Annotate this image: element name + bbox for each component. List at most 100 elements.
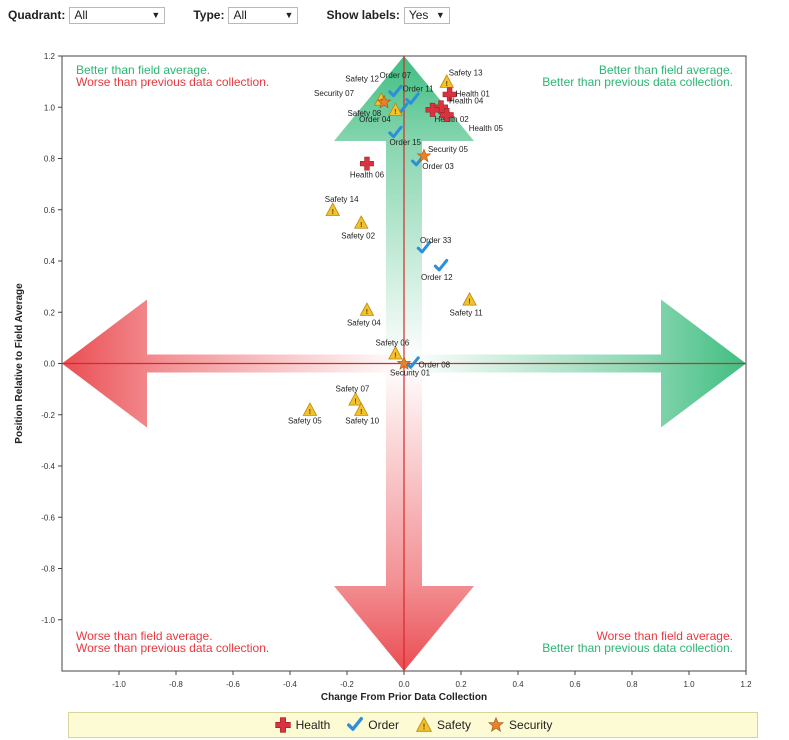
point-label: Order 07: [379, 71, 411, 80]
quadrant-top-right-line2: Better than previous data collection.: [542, 75, 733, 89]
quadrant-select[interactable]: All ▼: [69, 6, 166, 24]
point-order[interactable]: [416, 240, 432, 254]
point-health[interactable]: [360, 156, 374, 171]
y-tick-label: -0.4: [41, 462, 55, 471]
quadrant-top-left-line1: Better than field average.: [76, 63, 210, 77]
point-health[interactable]: [425, 102, 440, 117]
x-axis-label: Change From Prior Data Collection: [321, 692, 487, 703]
svg-text:!: !: [360, 407, 363, 416]
point-label: Health 01: [456, 89, 491, 98]
y-tick-label: 0.2: [44, 308, 56, 317]
point-label: Safety 12: [345, 75, 379, 84]
x-tick-label: -0.6: [226, 680, 240, 689]
point-health[interactable]: [442, 87, 457, 102]
y-tick-label: 1.0: [44, 103, 56, 112]
chart-legend: Health Order! Safety Security: [68, 712, 758, 738]
point-label: Safety 14: [325, 195, 359, 204]
svg-text:!: !: [445, 79, 448, 88]
y-tick-label: 0.8: [44, 155, 56, 164]
svg-text:!: !: [354, 397, 357, 406]
point-order[interactable]: [405, 92, 420, 105]
point-label: Health 06: [350, 171, 385, 180]
point-label: Safety 04: [347, 319, 381, 328]
legend-label: Security: [509, 718, 553, 732]
y-axis-label: Position Relative to Field Average: [14, 283, 25, 444]
svg-text:!: !: [360, 220, 363, 229]
point-safety[interactable]: !: [359, 302, 375, 316]
point-label: Safety 02: [341, 232, 375, 241]
point-safety[interactable]: !: [439, 74, 455, 88]
x-tick-label: -0.4: [283, 680, 297, 689]
point-safety[interactable]: !: [462, 291, 477, 306]
point-security[interactable]: [376, 94, 392, 109]
order-icon: [347, 717, 364, 731]
quadrant-bottom-left-line1: Worse than field average.: [76, 629, 213, 643]
point-label: Safety 13: [449, 69, 483, 78]
show-labels-select[interactable]: Yes ▼: [403, 6, 450, 24]
point-order[interactable]: [388, 125, 403, 139]
quadrant-label: Quadrant:: [8, 8, 66, 22]
legend-item-security[interactable]: Security: [487, 716, 552, 734]
show-labels-value: Yes: [408, 8, 429, 22]
point-order[interactable]: [405, 356, 420, 369]
filter-bar: Quadrant: All ▼ Type: All ▼ Show labels:…: [8, 4, 450, 26]
point-order[interactable]: [433, 258, 449, 272]
point-security[interactable]: [416, 148, 432, 163]
y-tick-label: -1.0: [41, 616, 55, 625]
point-safety[interactable]: !: [388, 345, 403, 360]
type-label: Type:: [193, 8, 225, 22]
quadrant-bottom-left-line2: Worse than previous data collection.: [76, 641, 269, 655]
x-tick-label: -0.2: [340, 680, 354, 689]
legend-label: Safety: [436, 718, 472, 732]
point-label: Security 05: [428, 145, 469, 154]
legend-item-health[interactable]: Health: [274, 716, 331, 734]
chevron-down-icon: ▼: [151, 10, 161, 20]
type-select[interactable]: All ▼: [228, 6, 299, 24]
point-safety[interactable]: !: [388, 102, 403, 116]
x-tick-label: 0.0: [398, 680, 410, 689]
x-tick-label: 0.2: [455, 680, 467, 689]
point-label: Safety 05: [288, 417, 322, 426]
quadrant-bottom-right-line1: Worse than field average.: [596, 629, 733, 643]
point-label: Safety 07: [336, 384, 370, 393]
legend-label: Health: [295, 718, 331, 732]
y-tick-label: -0.8: [41, 565, 55, 574]
point-safety[interactable]: !: [353, 402, 369, 416]
legend-item-order[interactable]: Order: [346, 716, 399, 734]
x-tick-label: 0.6: [569, 680, 581, 689]
y-tick-label: 0.6: [44, 206, 56, 215]
point-order[interactable]: [388, 84, 403, 98]
x-tick-label: -0.8: [169, 680, 183, 689]
point-label: Order 33: [420, 236, 452, 245]
svg-text:!: !: [468, 297, 471, 306]
svg-text:!: !: [423, 722, 426, 732]
point-label: Health 02: [435, 115, 470, 124]
x-tick-label: -1.0: [112, 680, 126, 689]
point-label: Order 12: [421, 273, 453, 282]
health-icon: [274, 717, 291, 733]
quadrant-top-right-line1: Better than field average.: [599, 63, 733, 77]
x-tick-label: 0.4: [512, 680, 524, 689]
point-safety[interactable]: !: [348, 391, 363, 406]
point-security[interactable]: [396, 356, 412, 370]
safety-icon: !: [415, 716, 433, 732]
quadrant-bottom-right-line2: Better than previous data collection.: [542, 641, 733, 655]
type-value: All: [233, 8, 247, 22]
y-tick-label: -0.6: [41, 513, 55, 522]
point-label: Health 05: [469, 124, 504, 133]
y-tick-label: 1.2: [44, 52, 56, 61]
point-safety[interactable]: !: [302, 402, 318, 416]
legend-item-safety[interactable]: ! Safety: [415, 716, 471, 734]
x-tick-label: 0.8: [626, 680, 638, 689]
point-safety[interactable]: !: [325, 202, 341, 216]
svg-text:!: !: [331, 207, 334, 216]
point-label: Safety 08: [347, 109, 381, 118]
chevron-down-icon: ▼: [284, 10, 294, 20]
show-labels-label: Show labels:: [326, 8, 400, 22]
x-tick-label: 1.2: [740, 680, 752, 689]
point-safety[interactable]: !: [353, 215, 369, 229]
point-label: Order 03: [422, 162, 454, 171]
point-health[interactable]: [439, 108, 454, 122]
y-tick-label: -0.2: [41, 411, 55, 420]
